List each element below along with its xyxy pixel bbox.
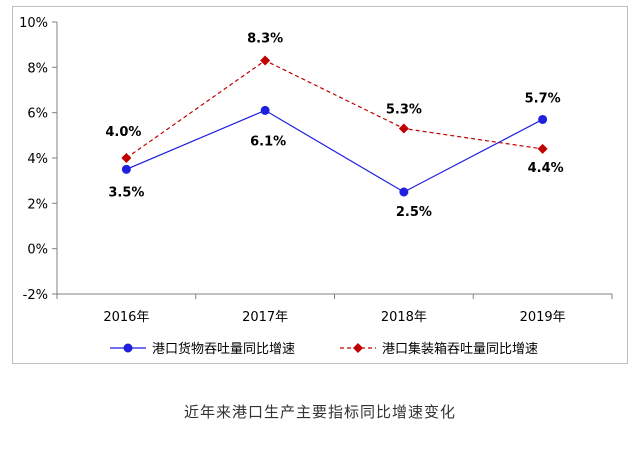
series-line	[126, 109, 543, 193]
data-point	[121, 164, 131, 174]
data-label: 8.3%	[247, 32, 283, 47]
data-label: 3.5%	[108, 185, 144, 200]
legend-label: 港口货物吞吐量同比增速	[152, 341, 295, 357]
chart-frame	[12, 6, 628, 364]
data-label: 6.1%	[250, 134, 286, 149]
data-point	[260, 55, 271, 66]
chart-legend: 港口货物吞吐量同比增速 港口集装箱吞吐量同比增速	[110, 341, 538, 357]
data-point	[121, 153, 132, 163]
data-label: 5.7%	[525, 91, 561, 106]
y-tick-label: 8%	[27, 61, 48, 76]
x-tick-label: 2017年	[242, 310, 288, 325]
legend-marker	[123, 343, 133, 353]
data-point	[398, 123, 409, 134]
y-tick-label: 0%	[27, 243, 48, 258]
x-tick-label: 2016年	[103, 310, 149, 325]
y-tick-label: 10%	[19, 16, 48, 31]
data-label: 5.3%	[386, 103, 422, 118]
chart-data-labels: 3.5% 6.1% 2.5% 5.7% 4.0% 8.3% 5.3% 4.4%	[105, 32, 563, 220]
figure-caption: 近年来港口生产主要指标同比增速变化	[183, 403, 456, 421]
chart-series	[121, 55, 548, 197]
x-tick-label: 2018年	[381, 310, 427, 325]
y-tick-label: 6%	[27, 107, 48, 122]
data-label: 4.4%	[528, 161, 564, 176]
data-point	[538, 114, 548, 124]
y-tick-label: 4%	[27, 152, 48, 167]
data-point	[537, 143, 548, 154]
x-tick-label: 2019年	[520, 310, 566, 325]
legend-label: 港口集装箱吞吐量同比增速	[382, 341, 538, 357]
data-point	[399, 187, 409, 197]
legend-marker	[353, 343, 363, 353]
chart-axes: -2% 0% 2% 4% 6% 8% 10% 2016年 2017年 2018年 2019年	[19, 16, 613, 325]
line-chart: -2% 0% 2% 4% 6% 8% 10% 2016年 2017年 2018年 2019年 3.5…	[19, 16, 613, 357]
data-point	[260, 105, 270, 115]
y-tick-label: 2%	[27, 197, 48, 212]
data-label: 2.5%	[396, 205, 432, 220]
data-label: 4.0%	[105, 125, 141, 140]
series-line	[126, 59, 543, 159]
y-tick-label: -2%	[23, 288, 48, 303]
